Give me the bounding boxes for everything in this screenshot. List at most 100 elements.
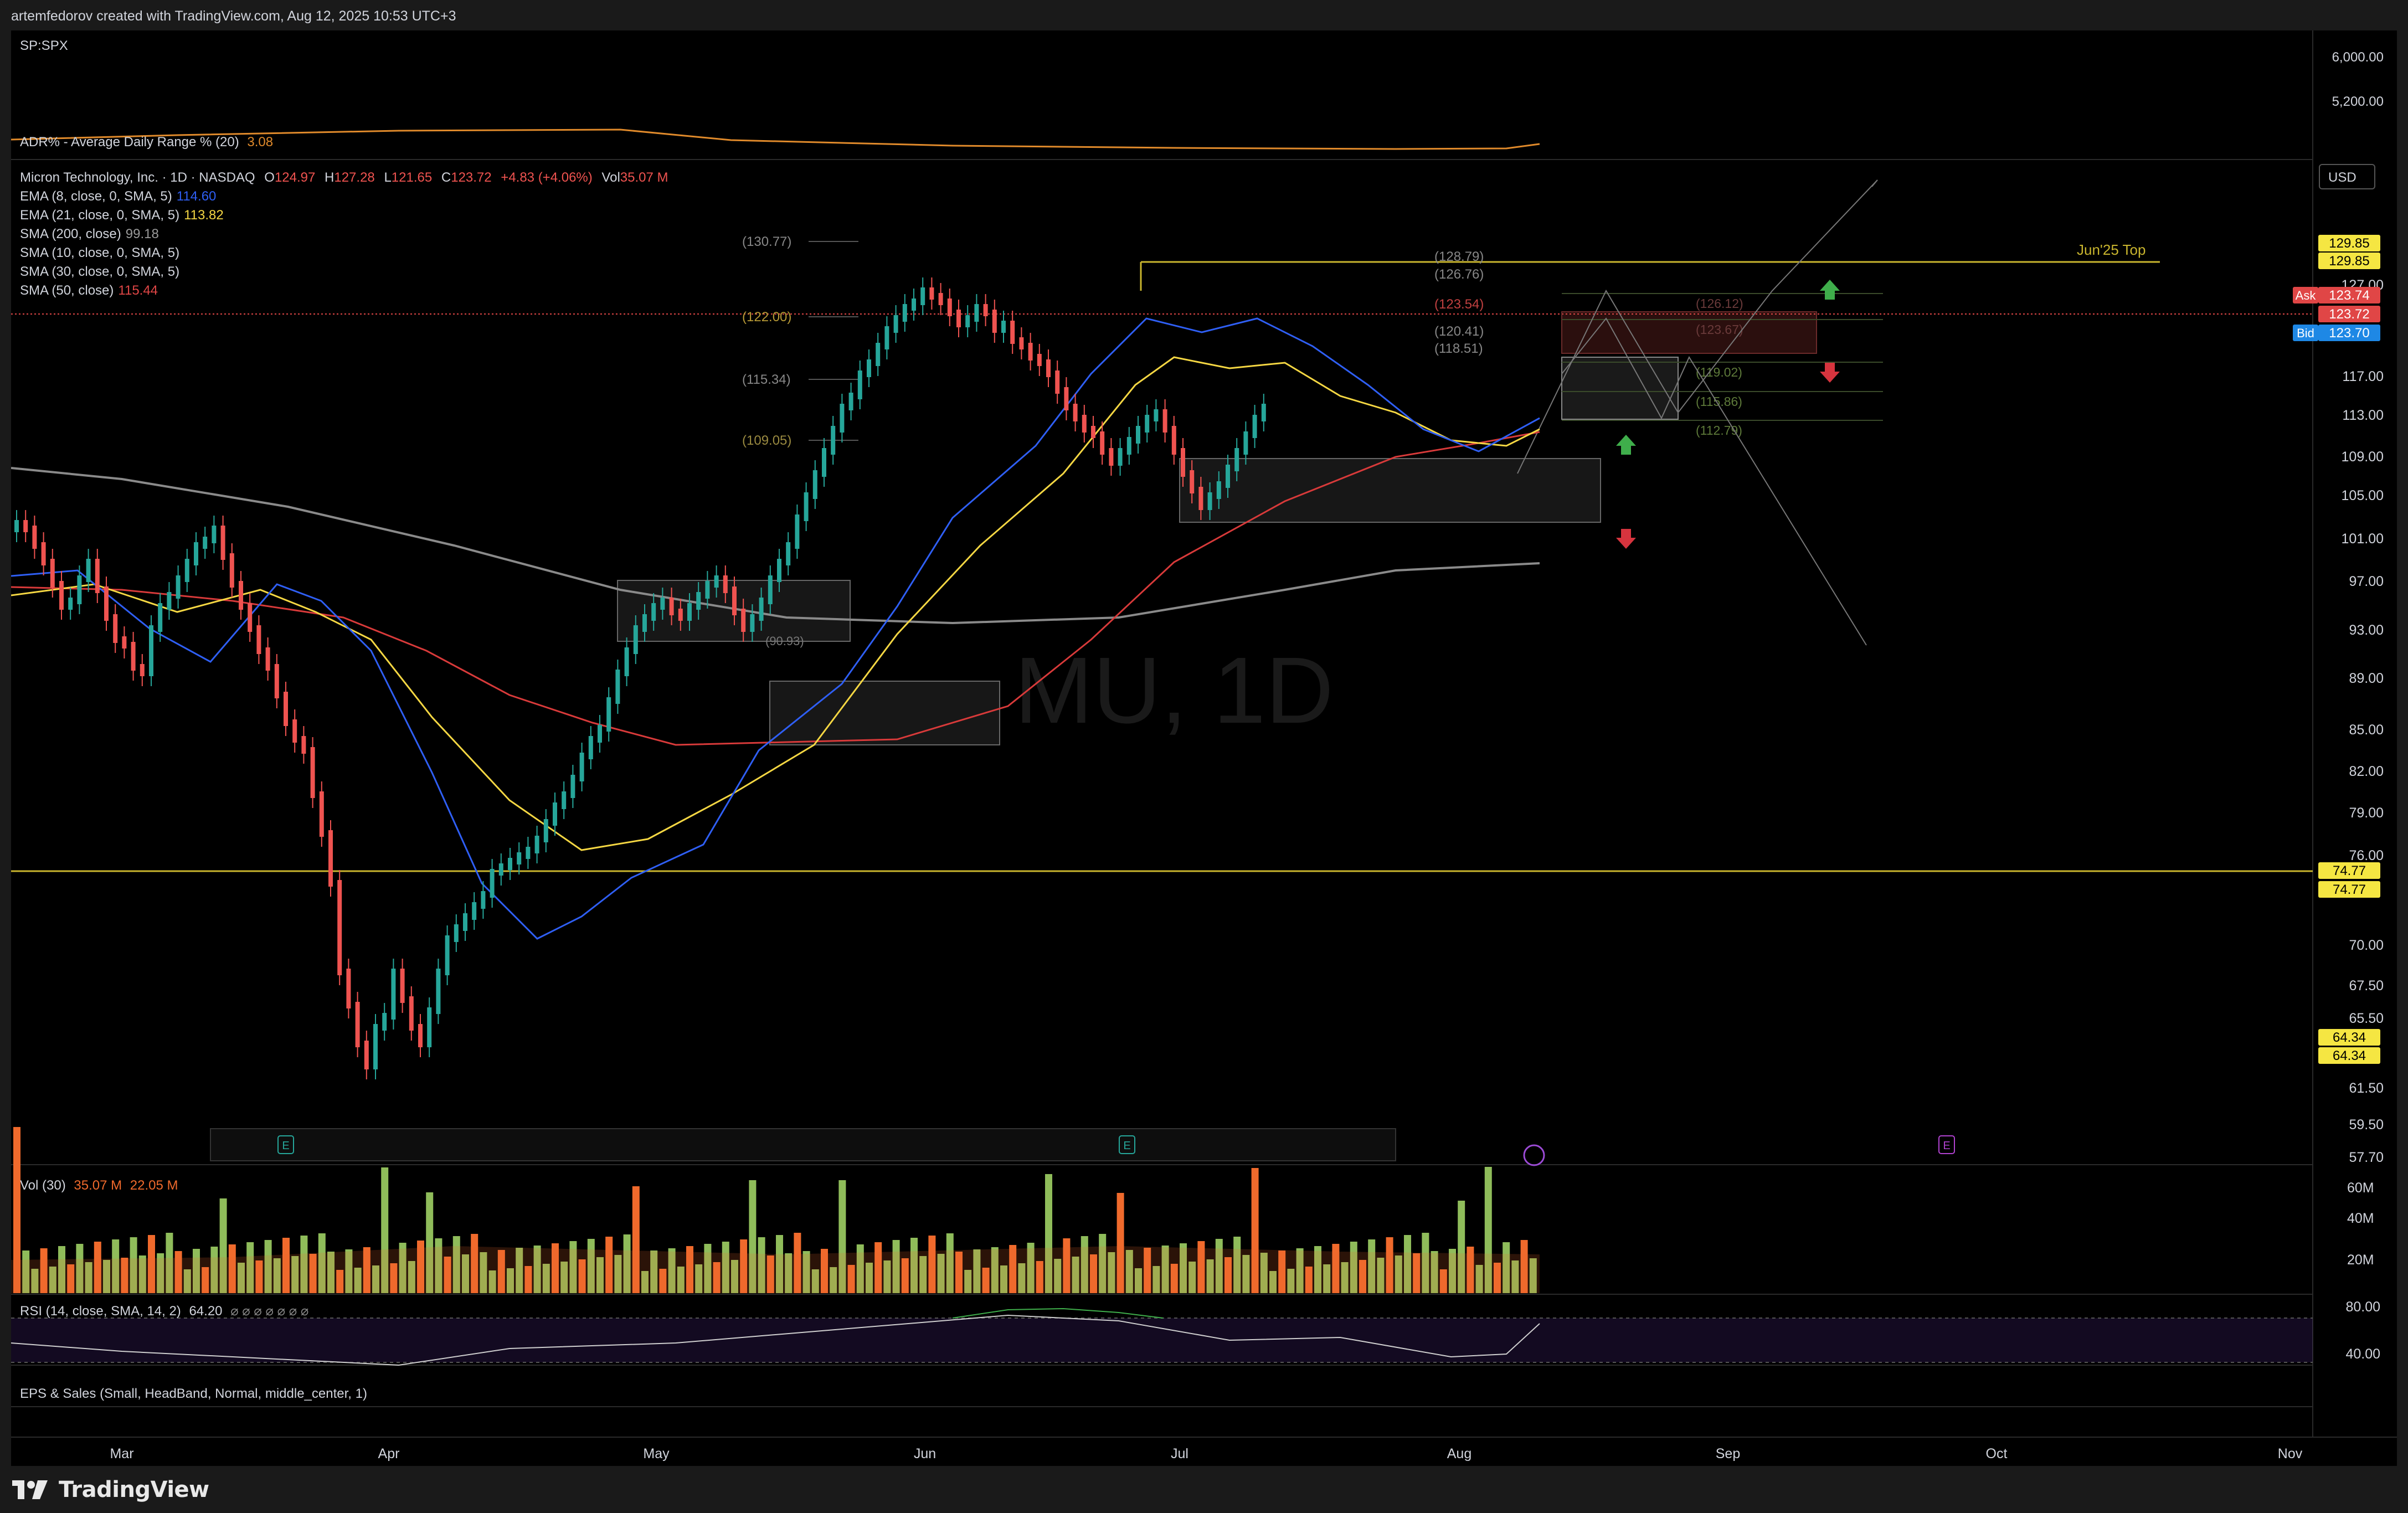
time-axis-label: Aug — [1447, 1446, 1471, 1461]
volume-bar — [31, 1269, 39, 1293]
adr-legend[interactable]: ADR% - Average Daily Range % (20) 3.08 — [20, 135, 273, 150]
candle-body — [714, 575, 719, 588]
candle-body — [463, 913, 467, 931]
candle-body — [1046, 359, 1051, 377]
volume-bar — [560, 1262, 568, 1293]
candle-body — [741, 609, 746, 632]
indicator-legend[interactable]: SMA (50, close) 115.44 — [20, 283, 158, 299]
candle-body — [831, 426, 836, 455]
volume-bar — [964, 1270, 972, 1293]
candle-body — [59, 581, 64, 610]
volume-group — [13, 1127, 1537, 1293]
candle-body — [1181, 448, 1185, 477]
candle-body — [598, 725, 602, 743]
candle-body — [1037, 354, 1042, 366]
fib-left-label: (109.05) — [742, 433, 791, 448]
candle-body — [723, 575, 728, 593]
candle-body — [184, 559, 189, 582]
volume-bar — [866, 1263, 873, 1293]
open-value: 124.97 — [274, 170, 316, 185]
indicator-legend[interactable]: SMA (200, close) 99.18 — [20, 227, 159, 242]
volume-bar — [1359, 1260, 1366, 1293]
indicator-legend[interactable]: SMA (10, close, 0, SMA, 5) — [20, 245, 184, 261]
earnings-icon — [1119, 1135, 1135, 1154]
volume-bar — [130, 1237, 137, 1293]
candle-body — [687, 603, 692, 621]
candle-body — [759, 598, 764, 621]
volume-legend[interactable]: Vol (30) 35.07 M 22.05 M — [20, 1178, 178, 1193]
volume-bar — [363, 1247, 371, 1293]
indicator-legend[interactable]: SMA (30, close, 0, SMA, 5) — [20, 264, 184, 280]
volume-bar — [174, 1251, 182, 1293]
volume-bar — [1135, 1268, 1142, 1293]
volume-bar — [94, 1242, 101, 1293]
projection-label: (112.79) — [1696, 423, 1742, 438]
candle-body — [983, 304, 988, 316]
candle-body — [274, 664, 279, 698]
volume-bar — [946, 1233, 954, 1293]
candle-body — [848, 393, 853, 410]
time-axis-label: Apr — [378, 1446, 400, 1461]
volume-bar — [417, 1241, 424, 1293]
volume-bar — [1215, 1239, 1223, 1293]
eps-legend[interactable]: EPS & Sales (Small, HeadBand, Normal, mi… — [20, 1386, 367, 1401]
volume-bar — [623, 1234, 631, 1293]
time-axis-label: Jul — [1171, 1446, 1188, 1461]
candle-body — [1001, 321, 1006, 333]
volume-bar — [327, 1252, 335, 1293]
candle-body — [229, 553, 234, 588]
volume-bar — [632, 1186, 640, 1293]
compare-symbol[interactable]: SP:SPX — [20, 38, 68, 53]
volume-bar — [614, 1255, 622, 1293]
chart-canvas[interactable]: 6,000.005,200.00USD127.00117.00113.00109… — [11, 30, 2397, 1466]
projection-path-down — [1561, 317, 1867, 646]
price-axis-label: 61.50 — [2349, 1080, 2384, 1096]
volume-bar — [426, 1192, 434, 1293]
indicator-legend[interactable]: EMA (8, close, 0, SMA, 5) 114.60 — [20, 189, 216, 204]
price-axis-label: 76.00 — [2349, 848, 2384, 863]
rsi-line — [11, 1314, 1540, 1366]
projection-path-up — [1517, 179, 1878, 474]
support-tag-2: 74.77 — [2333, 882, 2366, 897]
volume-bar — [1458, 1201, 1465, 1293]
candle-body — [553, 802, 557, 826]
volume-bar — [1170, 1264, 1178, 1293]
chart-area[interactable]: 6,000.00 5,200.00 USD 127.00 117.00 113.00 109… — [11, 30, 2397, 1466]
tradingview-mark-icon — [12, 1480, 51, 1499]
volume-axis-label: 20M — [2347, 1252, 2374, 1268]
volume-bar — [103, 1260, 110, 1293]
volume-bar — [166, 1233, 173, 1293]
volume-bar — [901, 1258, 909, 1293]
volume-bar — [1125, 1250, 1133, 1293]
bid-label: Bid — [2297, 326, 2314, 340]
volume-bar — [1422, 1233, 1429, 1293]
volume-bar — [533, 1246, 541, 1293]
tradingview-logo[interactable]: TradingView — [12, 1468, 209, 1512]
candle-body — [517, 852, 522, 864]
candle-body — [176, 575, 181, 599]
time-axis-label: Jun — [914, 1446, 936, 1461]
indicator-legend[interactable]: EMA (21, close, 0, SMA, 5) 113.82 — [20, 208, 224, 223]
main-legend[interactable]: Micron Technology, Inc. · 1D · NASDAQ O1… — [20, 170, 674, 186]
candle-body — [68, 598, 73, 610]
volume-bar — [1350, 1242, 1357, 1293]
candle-body — [678, 609, 683, 621]
volume-bar — [121, 1258, 128, 1293]
candle-body — [1207, 492, 1212, 510]
price-axis-label: 89.00 — [2349, 671, 2384, 686]
candle-body — [1216, 481, 1221, 499]
candle-body — [884, 326, 889, 349]
candle-body — [292, 719, 297, 743]
volume-bar — [596, 1257, 604, 1293]
candle-body — [786, 542, 791, 565]
candle-body — [301, 736, 306, 754]
volume-ma-area — [11, 1246, 1540, 1293]
arrow-up-icon — [1820, 280, 1840, 300]
rsi-legend[interactable]: RSI (14, close, SMA, 14, 2) 64.20 ⌀ ⌀ ⌀ … — [20, 1303, 308, 1319]
volume-bar — [1395, 1255, 1402, 1293]
price-axis-label: 79.00 — [2349, 805, 2384, 821]
high-tag-1: 129.85 — [2329, 236, 2369, 251]
candle-body — [77, 575, 82, 604]
candle-body — [920, 287, 925, 305]
time-axis-label: May — [643, 1446, 670, 1461]
